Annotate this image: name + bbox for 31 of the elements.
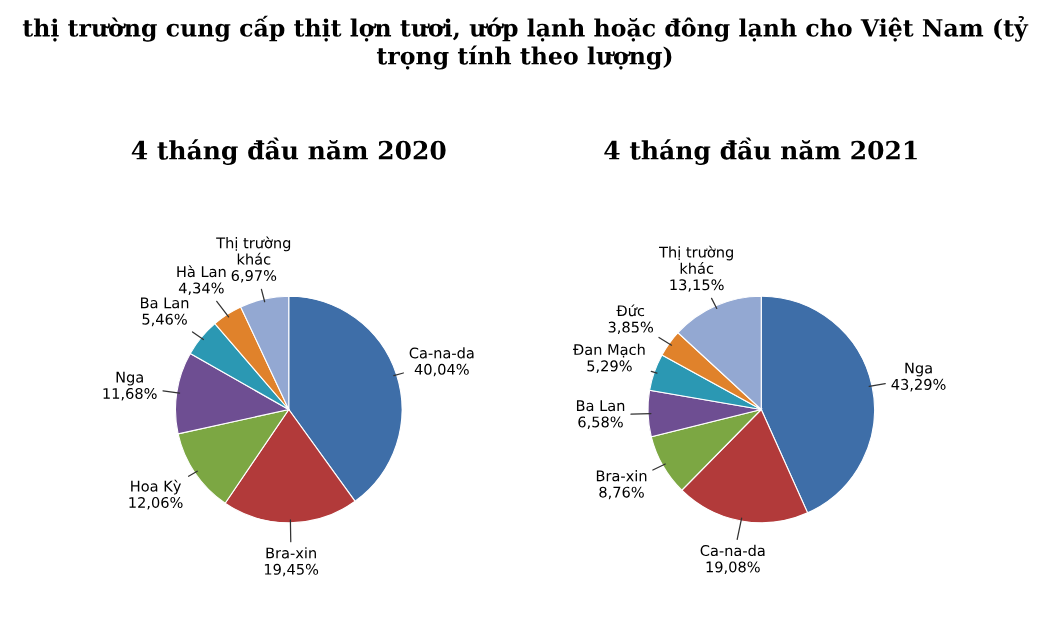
slice-label: Ca-na-da <box>409 347 474 359</box>
data-label: 43,29% <box>891 378 946 392</box>
data-label: 8,76% <box>599 486 644 500</box>
data-label: 5,46% <box>142 313 187 327</box>
slice-label: Hà Lan <box>177 265 226 278</box>
slice-label: Bra-xin <box>596 470 647 482</box>
slice-label: Ca-na-da <box>700 544 765 557</box>
chart-title: 4 tháng đầu năm 2021 <box>604 137 917 165</box>
data-label: 11,68% <box>103 387 157 401</box>
slice-label: Bra-xin <box>266 547 316 559</box>
data-label: 3,85% <box>608 321 654 335</box>
data-label: 19,08% <box>706 561 760 574</box>
data-label: 6,58% <box>578 416 623 429</box>
slice-label: Hoa Kỳ <box>131 479 181 495</box>
slice-label: Thị trường khác <box>216 236 291 265</box>
data-label: 40,04% <box>414 363 469 377</box>
slice-label: Nga <box>905 362 932 377</box>
slice-label: Đức <box>616 304 645 317</box>
data-label: 5,29% <box>587 360 632 373</box>
data-label: 19,45% <box>264 563 319 577</box>
data-label: 12,06% <box>129 496 183 510</box>
slice-label: Ba Lan <box>141 297 189 309</box>
data-label: 4,34% <box>178 282 224 295</box>
data-label: 6,97% <box>231 270 277 283</box>
slice-label: Ba Lan <box>576 400 625 412</box>
chart-title: 4 tháng đầu năm 2020 <box>131 137 446 165</box>
slice-label: Đan Mạch <box>573 343 645 358</box>
slice-label: Thị trường khác <box>659 245 733 274</box>
data-label: 13,15% <box>670 279 724 292</box>
text: thị trường cung cấp thịt lợn tươi, ướp lạnh hoặc đông lạnh cho Việt Nam (tỷ trọng tính theo lượng) <box>22 15 1029 70</box>
slice-label: Nga <box>116 371 143 386</box>
